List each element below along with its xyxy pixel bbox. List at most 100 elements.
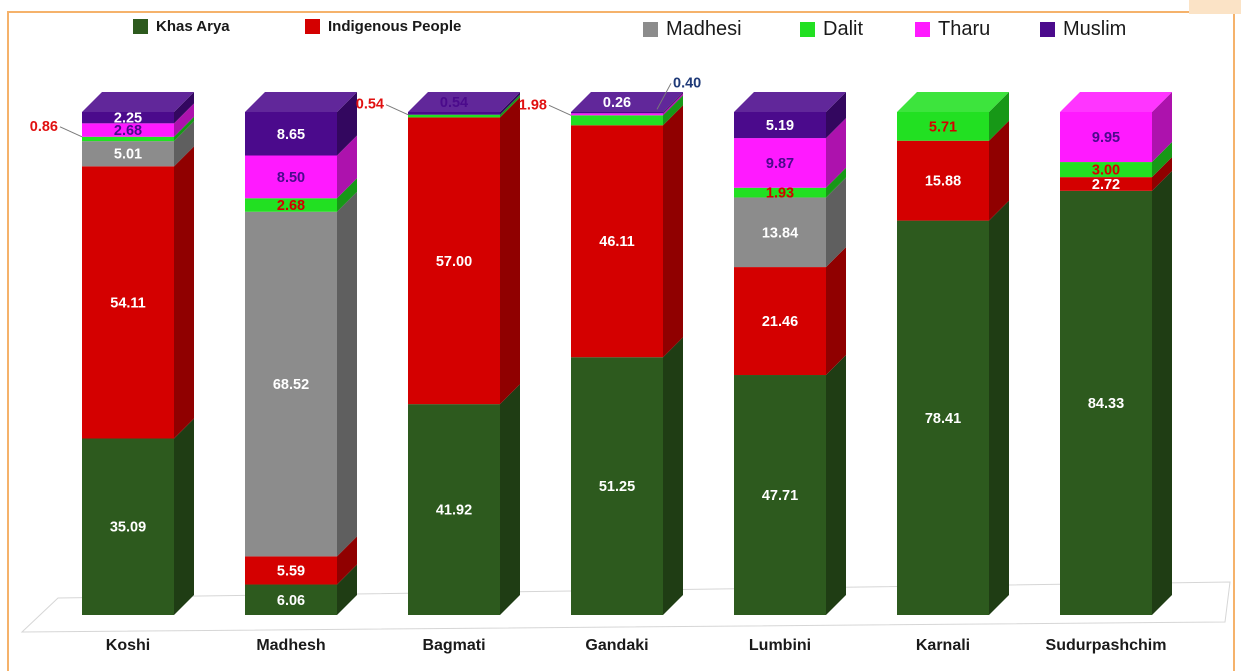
data-label: 35.09	[110, 520, 146, 536]
leader-line	[656, 83, 672, 110]
bar-top	[571, 92, 683, 112]
bar-side	[174, 146, 194, 439]
bar-side	[337, 191, 357, 557]
bar-side	[989, 92, 1009, 141]
bar-sudurpashchim-tharu	[1060, 112, 1152, 163]
bar-side	[989, 120, 1009, 221]
bar-top	[1060, 92, 1172, 112]
legend-item-tharu: Tharu	[915, 18, 990, 41]
bar-bagmati-muslim	[408, 112, 500, 115]
bar-side	[337, 135, 357, 199]
legend-label: Indigenous People	[328, 18, 462, 35]
data-label: 1.93	[766, 186, 794, 202]
bar-karnali-indigenous-people	[897, 140, 989, 221]
legend-swatch	[133, 19, 148, 34]
bar-side	[826, 167, 846, 198]
bar-side	[500, 92, 520, 115]
leader-line	[385, 104, 409, 116]
data-label: 47.71	[762, 488, 798, 504]
legend-swatch	[305, 19, 320, 34]
bar-koshi-indigenous-people	[82, 166, 174, 439]
chart-floor	[20, 581, 1231, 633]
data-label: 51.25	[599, 479, 635, 495]
bar-lumbini-madhesi	[734, 197, 826, 268]
bar-side	[174, 418, 194, 615]
data-label: 2.72	[1092, 177, 1120, 193]
data-label: 0.86	[30, 119, 58, 135]
bar-koshi-madhesi	[82, 141, 174, 167]
bar-bagmati-indigenous-people	[408, 117, 500, 405]
corner-tab	[1189, 0, 1241, 14]
legend-label: Dalit	[823, 18, 864, 40]
bar-karnali-dalit	[897, 112, 989, 141]
category-label: Lumbini	[749, 637, 811, 654]
category-label: Karnali	[916, 637, 970, 654]
legend-item-madhesi: Madhesi	[643, 18, 742, 41]
bar-lumbini-muslim	[734, 112, 826, 139]
bar-lumbini-tharu	[734, 138, 826, 188]
bar-koshi-tharu	[82, 123, 174, 137]
legend-swatch	[915, 22, 930, 37]
bar-side	[1152, 92, 1172, 163]
data-label: 2.68	[277, 198, 305, 214]
bar-side	[174, 116, 194, 142]
data-label: 6.06	[277, 593, 305, 609]
bar-side	[500, 94, 520, 118]
data-label: 1.98	[519, 97, 547, 113]
bar-side	[337, 178, 357, 212]
legend: Khas Arya Indigenous People Madhesi Dali…	[0, 18, 1241, 46]
bar-side	[1152, 157, 1172, 191]
data-label: 46.11	[599, 234, 635, 250]
bar-side	[500, 384, 520, 615]
bar-side	[663, 92, 683, 114]
legend-label: Khas Arya	[156, 18, 230, 35]
data-label: 68.52	[273, 377, 309, 393]
bar-lumbini-khas-arya	[734, 375, 826, 615]
bar-top	[408, 92, 520, 112]
bar-side	[826, 177, 846, 268]
data-label: 84.33	[1088, 396, 1124, 412]
legend-swatch	[800, 22, 815, 37]
legend-label: Tharu	[938, 18, 991, 40]
data-label: 21.46	[762, 314, 798, 330]
legend-item-dalit: Dalit	[800, 18, 863, 41]
bar-side	[663, 105, 683, 358]
data-label: 9.87	[766, 156, 794, 172]
bar-bagmati-dalit	[408, 114, 500, 118]
bar-side	[1152, 170, 1172, 615]
bar-gandaki-khas-arya	[571, 357, 663, 615]
bar-side	[826, 355, 846, 615]
legend-swatch	[643, 22, 658, 37]
bar-side	[826, 247, 846, 376]
bar-side	[1152, 142, 1172, 178]
legend-label: Muslim	[1063, 18, 1127, 40]
bar-madhesh-dalit	[245, 198, 337, 212]
category-label: Sudurpashchim	[1046, 637, 1167, 654]
bar-side	[337, 92, 357, 156]
bar-side	[663, 95, 683, 126]
bar-side	[826, 92, 846, 139]
data-label: 5.19	[766, 118, 794, 134]
bar-sudurpashchim-khas-arya	[1060, 190, 1152, 615]
data-label: 54.11	[110, 295, 146, 311]
bar-side	[826, 118, 846, 188]
bar-side	[337, 564, 357, 615]
bar-madhesh-khas-arya	[245, 584, 337, 615]
bar-side	[337, 536, 357, 585]
bar-madhesh-muslim	[245, 112, 337, 156]
bar-side	[663, 337, 683, 615]
bar-side	[174, 121, 194, 167]
data-label: 41.92	[436, 503, 472, 519]
data-label: 57.00	[436, 254, 472, 270]
data-label: 78.41	[925, 411, 961, 427]
chart-frame	[7, 11, 1235, 671]
data-label: 13.84	[762, 225, 798, 241]
bar-gandaki-tharu	[571, 113, 663, 116]
bar-side	[174, 92, 194, 124]
bar-lumbini-dalit	[734, 187, 826, 198]
legend-item-khas-arya: Khas Arya	[133, 18, 230, 35]
legend-item-indigenous-people: Indigenous People	[305, 18, 461, 35]
leader-line	[59, 126, 83, 138]
category-label: Koshi	[106, 637, 150, 654]
